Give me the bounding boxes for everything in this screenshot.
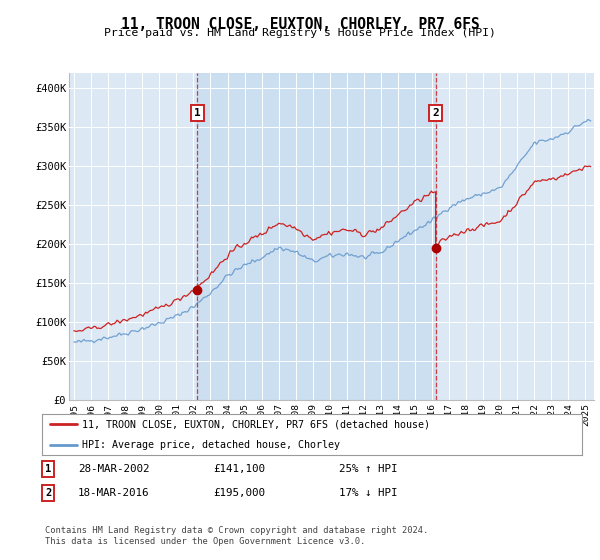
Bar <box>197 73 436 400</box>
Text: 2: 2 <box>432 109 439 118</box>
Text: 11, TROON CLOSE, EUXTON, CHORLEY, PR7 6FS (detached house): 11, TROON CLOSE, EUXTON, CHORLEY, PR7 6F… <box>83 419 431 430</box>
Text: 17% ↓ HPI: 17% ↓ HPI <box>339 488 397 498</box>
Text: 25% ↑ HPI: 25% ↑ HPI <box>339 464 397 474</box>
Text: 18-MAR-2016: 18-MAR-2016 <box>78 488 149 498</box>
Text: 2: 2 <box>45 488 51 498</box>
Text: 1: 1 <box>194 109 201 118</box>
Text: 1: 1 <box>45 464 51 474</box>
Text: Price paid vs. HM Land Registry's House Price Index (HPI): Price paid vs. HM Land Registry's House … <box>104 28 496 38</box>
Text: HPI: Average price, detached house, Chorley: HPI: Average price, detached house, Chor… <box>83 440 341 450</box>
Text: £195,000: £195,000 <box>213 488 265 498</box>
Text: £141,100: £141,100 <box>213 464 265 474</box>
Text: 28-MAR-2002: 28-MAR-2002 <box>78 464 149 474</box>
Text: Contains HM Land Registry data © Crown copyright and database right 2024.
This d: Contains HM Land Registry data © Crown c… <box>45 526 428 546</box>
Text: 11, TROON CLOSE, EUXTON, CHORLEY, PR7 6FS: 11, TROON CLOSE, EUXTON, CHORLEY, PR7 6F… <box>121 17 479 32</box>
